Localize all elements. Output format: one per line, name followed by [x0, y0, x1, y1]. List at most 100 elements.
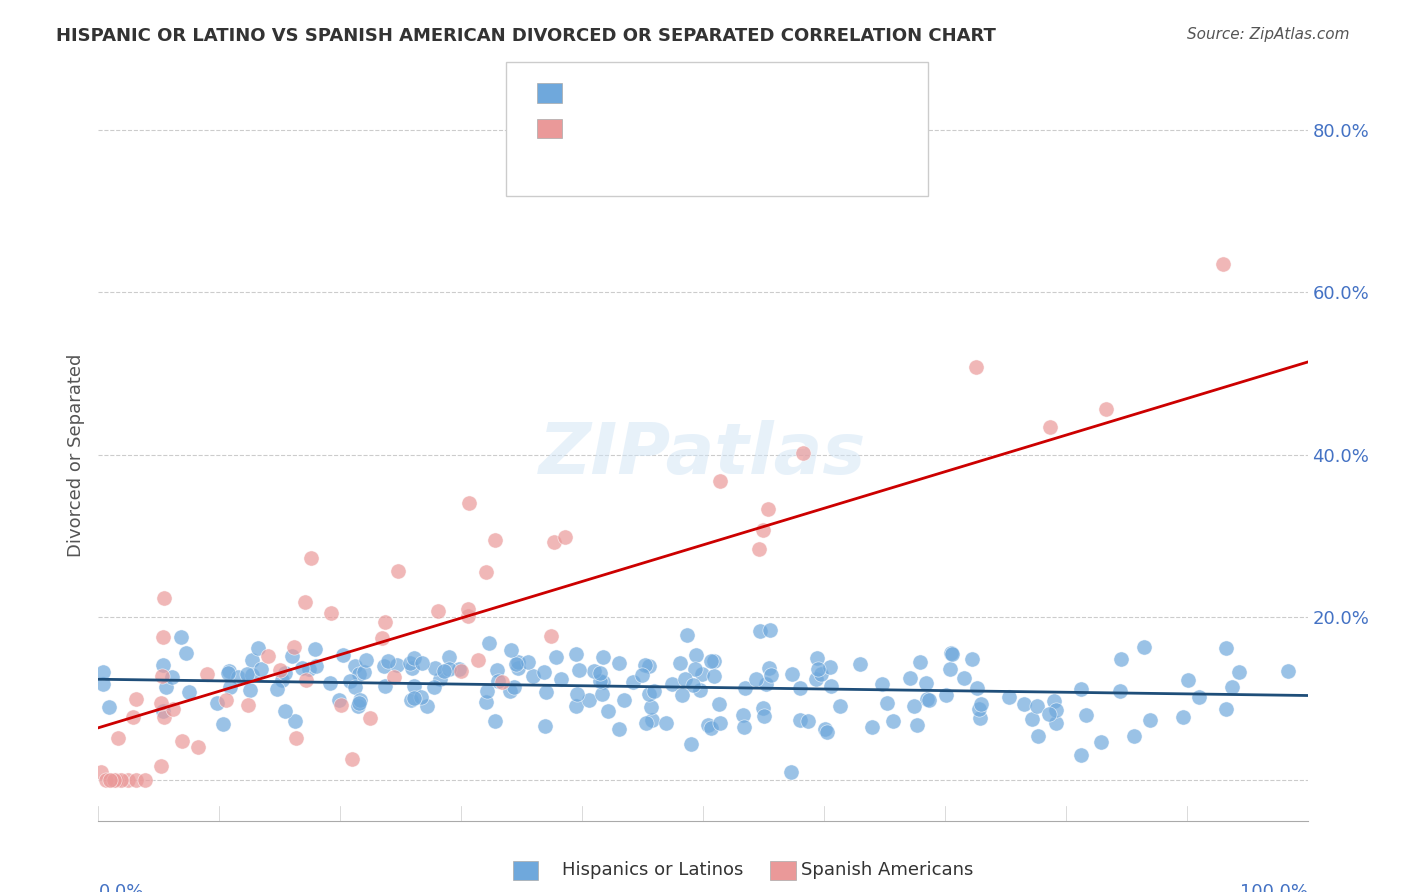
Point: [1171, 710, 1194, 724]
Point: [359, 711, 381, 725]
Point: [578, 693, 600, 707]
Point: [543, 534, 565, 549]
Point: [427, 605, 450, 619]
Point: [499, 643, 522, 657]
Point: [969, 710, 991, 724]
Point: [484, 714, 506, 728]
Point: [94, 772, 117, 787]
Point: [467, 653, 489, 667]
Point: [486, 663, 509, 677]
Point: [450, 665, 472, 679]
Point: [685, 663, 707, 677]
Point: [404, 690, 426, 705]
Point: [103, 772, 125, 787]
Point: [177, 685, 200, 699]
Point: [675, 672, 697, 686]
Point: [160, 670, 183, 684]
Point: [749, 624, 772, 639]
Point: [1177, 673, 1199, 687]
Point: [319, 676, 342, 690]
Point: [752, 709, 775, 723]
Point: [240, 668, 263, 682]
Point: [486, 674, 509, 689]
Point: [533, 719, 555, 733]
Point: [643, 684, 665, 698]
Point: [1074, 707, 1097, 722]
Point: [399, 657, 422, 671]
Point: [239, 682, 262, 697]
Point: [502, 680, 524, 694]
Point: [797, 714, 820, 728]
Text: R =   0.623   N = 60: R = 0.623 N = 60: [574, 120, 755, 137]
Point: [270, 673, 292, 687]
Point: [284, 731, 307, 746]
Point: [914, 675, 936, 690]
Text: Source: ZipAtlas.com: Source: ZipAtlas.com: [1187, 27, 1350, 42]
Point: [1043, 694, 1066, 708]
Point: [150, 669, 173, 683]
Point: [295, 673, 318, 688]
Point: [682, 678, 704, 692]
Point: [110, 772, 132, 787]
Point: [387, 657, 409, 672]
Point: [401, 693, 423, 707]
Point: [567, 687, 589, 701]
Point: [592, 649, 614, 664]
Point: [696, 717, 718, 731]
Point: [387, 564, 409, 578]
Point: [349, 693, 371, 707]
Point: [1122, 730, 1144, 744]
Text: 0.0%: 0.0%: [98, 883, 143, 892]
Point: [214, 692, 236, 706]
Point: [966, 681, 988, 695]
Point: [1039, 420, 1062, 434]
Point: [789, 681, 811, 696]
Point: [550, 673, 572, 687]
Point: [596, 704, 619, 718]
Point: [505, 657, 527, 672]
Point: [226, 669, 249, 683]
Point: [690, 667, 713, 681]
Point: [291, 661, 314, 675]
Point: [703, 654, 725, 668]
Point: [152, 704, 174, 718]
Point: [332, 648, 354, 662]
Point: [170, 630, 193, 644]
Point: [969, 697, 991, 711]
Point: [565, 698, 588, 713]
Point: [967, 702, 990, 716]
Point: [457, 496, 479, 510]
Point: [915, 692, 938, 706]
Point: [90, 764, 112, 779]
Point: [266, 682, 288, 697]
Point: [299, 551, 322, 566]
Point: [807, 662, 830, 676]
Point: [533, 665, 555, 679]
Point: [162, 702, 184, 716]
Point: [709, 716, 731, 731]
Point: [700, 654, 723, 668]
Point: [744, 672, 766, 686]
Point: [499, 684, 522, 698]
Point: [304, 642, 326, 657]
Point: [631, 668, 654, 682]
Point: [269, 663, 291, 677]
Point: [792, 445, 814, 459]
Point: [212, 717, 235, 731]
Point: [195, 667, 218, 681]
Point: [343, 680, 366, 694]
Text: HISPANIC OR LATINO VS SPANISH AMERICAN DIVORCED OR SEPARATED CORRELATION CHART: HISPANIC OR LATINO VS SPANISH AMERICAN D…: [56, 27, 995, 45]
Point: [814, 722, 837, 736]
Point: [1070, 682, 1092, 697]
Point: [1188, 690, 1211, 704]
Point: [343, 659, 366, 673]
Point: [709, 474, 731, 488]
Point: [478, 636, 501, 650]
Point: [283, 640, 305, 654]
Point: [908, 656, 931, 670]
Point: [246, 641, 269, 656]
Point: [820, 679, 842, 693]
Point: [1095, 402, 1118, 417]
Point: [554, 530, 576, 544]
Point: [411, 690, 433, 704]
